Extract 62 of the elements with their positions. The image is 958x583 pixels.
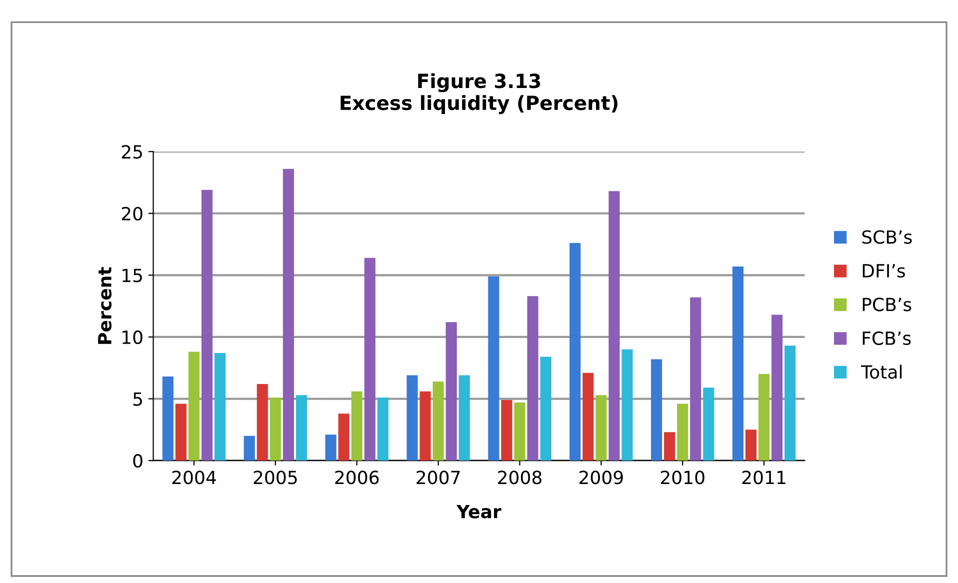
bar xyxy=(677,404,688,461)
legend-label: DFI’s xyxy=(862,264,905,278)
y-axis-title: Percent xyxy=(98,267,112,344)
bar xyxy=(201,190,213,461)
bar xyxy=(501,400,512,461)
bar xyxy=(270,398,281,461)
bar xyxy=(296,395,308,461)
x-tick-label: 2008 xyxy=(498,470,542,484)
bar xyxy=(690,297,702,461)
bar xyxy=(420,391,431,461)
legend-label: Total xyxy=(861,364,902,379)
y-tick-label: 5 xyxy=(133,392,142,406)
y-tick-label: 25 xyxy=(122,145,142,159)
bar xyxy=(608,191,620,461)
legend-label: PCB’s xyxy=(862,298,912,312)
x-tick-label: 2004 xyxy=(172,470,216,484)
bar xyxy=(162,376,174,461)
bar xyxy=(406,375,418,461)
bar xyxy=(527,296,538,461)
bar xyxy=(650,359,662,461)
x-tick-label: 2011 xyxy=(742,470,786,484)
bar xyxy=(458,375,470,461)
bar xyxy=(771,314,783,461)
bar xyxy=(622,349,633,461)
y-tick-label: 15 xyxy=(122,268,142,282)
bar xyxy=(175,404,187,461)
bar xyxy=(732,266,744,461)
bar xyxy=(540,356,552,461)
bar xyxy=(432,381,444,461)
bar xyxy=(582,372,594,461)
bar xyxy=(488,276,500,461)
bar xyxy=(570,243,581,461)
bar xyxy=(256,384,268,461)
bar xyxy=(664,432,676,461)
bar xyxy=(758,374,770,461)
bar xyxy=(188,352,200,461)
x-tick-label: 2009 xyxy=(579,470,623,484)
bar xyxy=(596,395,607,461)
bar xyxy=(282,168,294,461)
bar xyxy=(364,258,376,461)
bar xyxy=(514,402,526,461)
x-tick-label: 2010 xyxy=(660,470,704,484)
bar xyxy=(446,322,457,461)
bar xyxy=(325,434,336,461)
bar xyxy=(703,388,714,461)
y-tick-label: 20 xyxy=(122,206,142,220)
legend-label: SCB’s xyxy=(862,230,912,244)
legend-label: FCB’s xyxy=(862,331,911,346)
chart-title: Figure 3.13 Excess liquidity (Percent) xyxy=(340,73,618,114)
bar xyxy=(214,353,226,461)
y-tick-label: 10 xyxy=(122,330,142,344)
x-tick-label: 2006 xyxy=(335,470,379,484)
x-tick-label: 2005 xyxy=(254,470,297,484)
x-tick-label: 2007 xyxy=(416,470,460,484)
bar xyxy=(745,430,757,461)
bar xyxy=(338,414,350,461)
y-tick-label: 0 xyxy=(133,454,142,468)
bar xyxy=(784,346,796,461)
bar xyxy=(351,391,362,461)
x-axis-title: Year xyxy=(456,504,502,518)
bar xyxy=(377,398,388,461)
bar xyxy=(244,436,255,461)
